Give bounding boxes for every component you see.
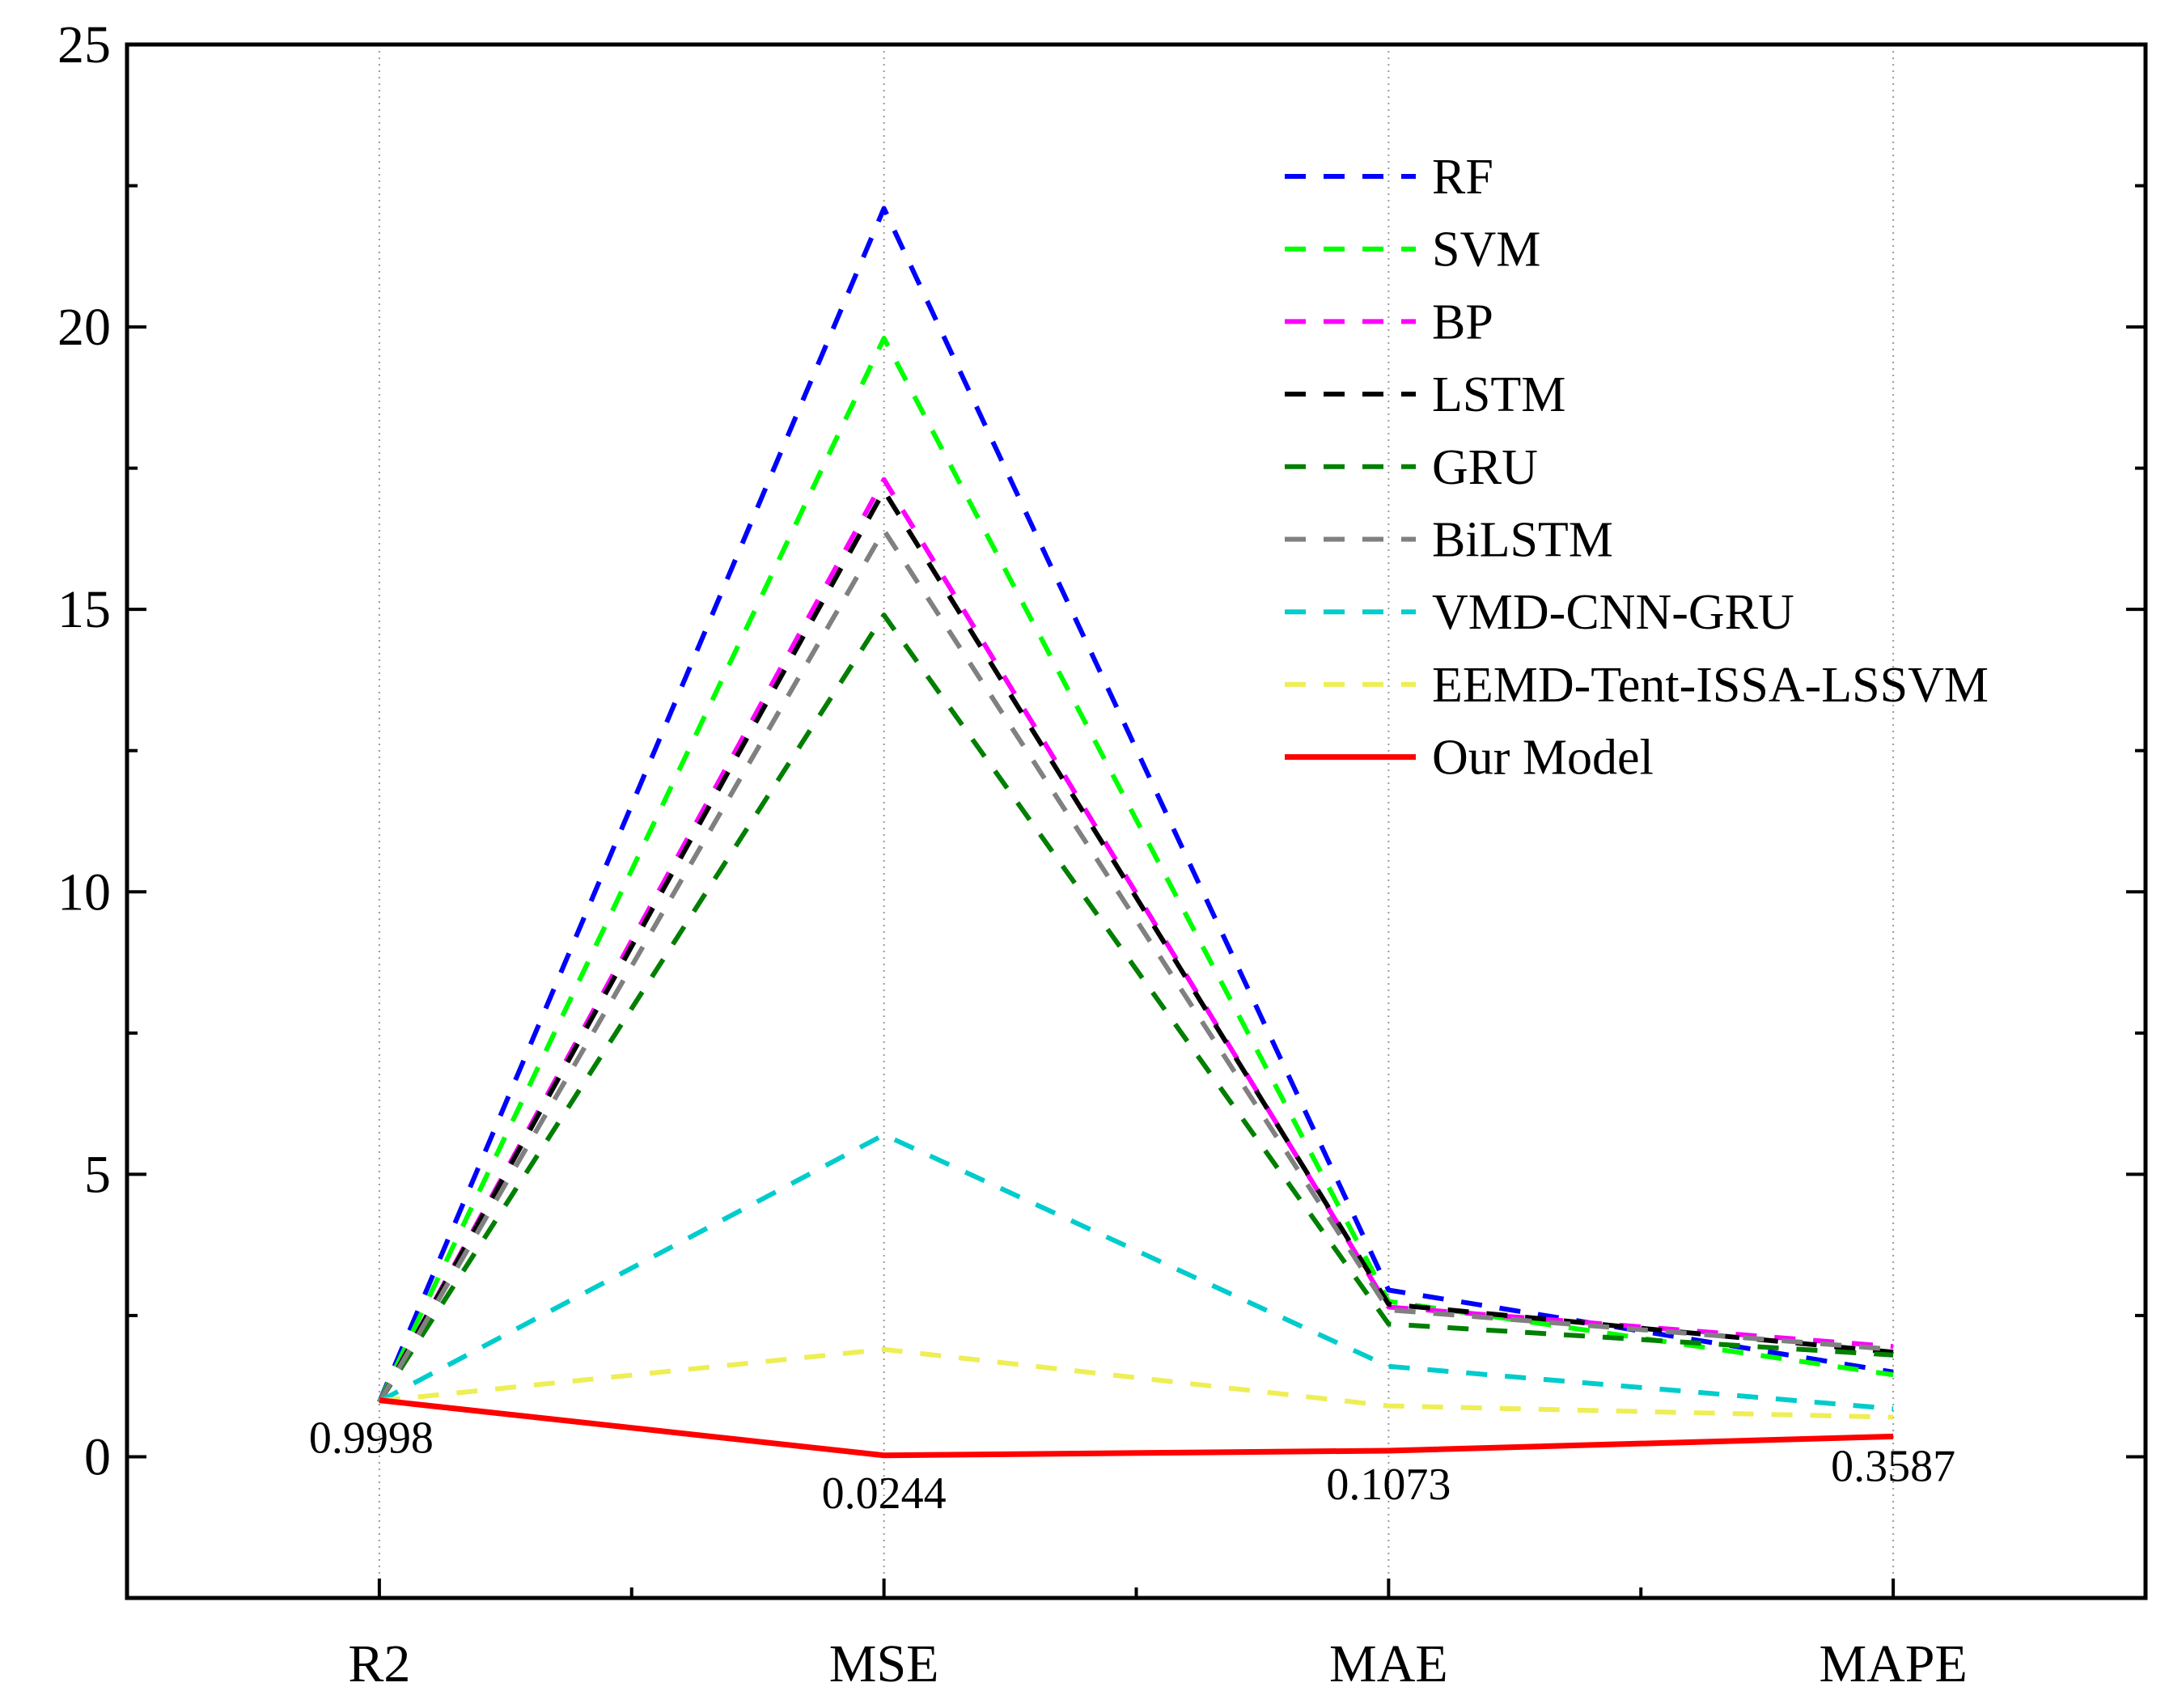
legend-label-bilstm: BiLSTM	[1432, 513, 1613, 568]
y-tick-label-5: 5	[84, 1145, 111, 1204]
legend: RF SVM BP LSTM GRU BiLSTM VMD-CNN-GRU EEMD-Tent…	[1285, 150, 1989, 786]
legend-label-bp: BP	[1432, 295, 1493, 350]
y-tick-label-0: 0	[84, 1427, 111, 1486]
data-label-r2: 0.9998	[309, 1413, 434, 1464]
legend-label-eemd-tent-issa-lssvm: EEMD-Tent-ISSA-LSSVM	[1432, 658, 1989, 713]
y-tick-label-20: 20	[57, 298, 111, 357]
y-tick-label-25: 25	[57, 15, 111, 74]
series-line-eemd-tent-issa-lssvm	[379, 1346, 1894, 1420]
series-line-our-model	[379, 1397, 1894, 1459]
x-tick-label-mse: MSE	[829, 1634, 939, 1693]
legend-label-svm: SVM	[1432, 223, 1540, 278]
legend-label-our-model: Our Model	[1432, 731, 1654, 786]
series-line-vmd-cnn-gru	[378, 1132, 1894, 1412]
grid-lines	[378, 45, 1895, 1598]
data-labels: 0.9998 0.0244 0.1073 0.3587	[309, 1413, 1955, 1519]
series-line-bp	[377, 477, 1894, 1404]
y-tick-label-15: 15	[57, 580, 111, 639]
legend-label-lstm: LSTM	[1432, 367, 1565, 422]
data-label-mae: 0.1073	[1326, 1460, 1451, 1510]
data-label-mape: 0.3587	[1831, 1441, 1955, 1491]
legend-label-vmd-cnn-gru: VMD-CNN-GRU	[1432, 585, 1794, 640]
legend-label-rf: RF	[1432, 150, 1493, 205]
series-line-gru	[377, 612, 1894, 1404]
y-tick-label-10: 10	[57, 862, 111, 922]
data-label-mse: 0.0244	[822, 1469, 947, 1519]
legend-label-gru: GRU	[1432, 440, 1538, 495]
axis-ticks: 0 5 10 15 20 25 R2 MSE MAE MAPE	[57, 15, 2146, 1693]
x-tick-label-mae: MAE	[1329, 1634, 1448, 1693]
series-line-bilstm	[377, 528, 1894, 1404]
x-tick-label-r2: R2	[348, 1634, 410, 1693]
series-line-lstm	[377, 488, 1894, 1404]
x-tick-label-mape: MAPE	[1819, 1634, 1967, 1693]
series-line-svm	[377, 336, 1894, 1404]
series-lines	[377, 206, 1894, 1459]
